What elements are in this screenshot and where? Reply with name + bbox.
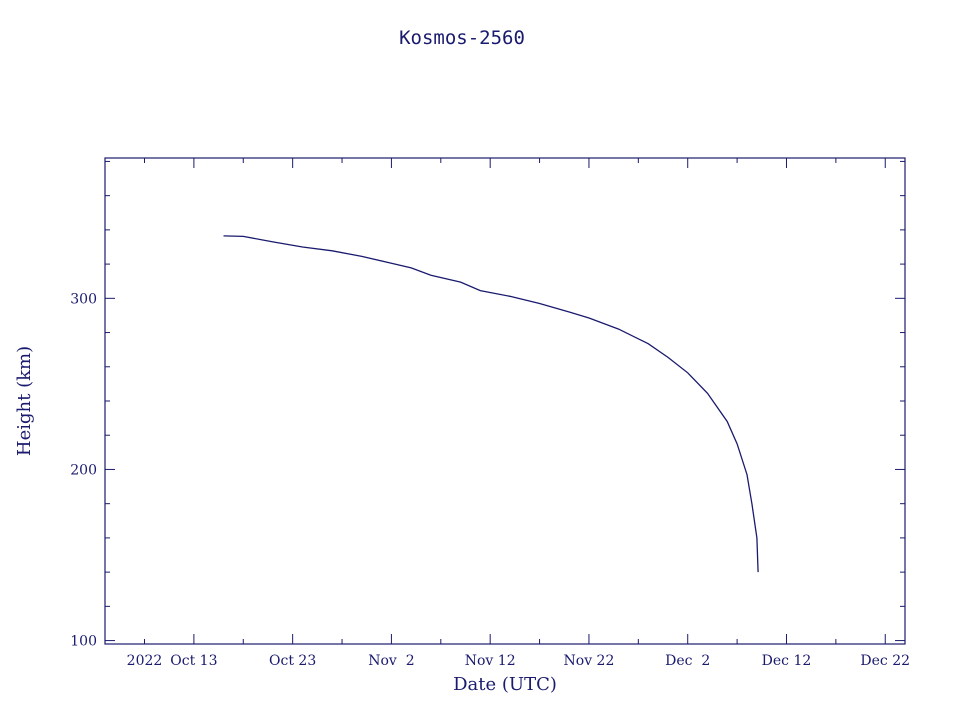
y-tick-label: 100 [70,634,97,650]
x-tick-label: Dec 22 [860,653,910,669]
x-tick-label: Nov 2 [368,653,414,669]
y-axis-label: Height (km) [14,346,35,456]
chart-title: Kosmos-2560 [399,27,525,49]
x-tick-label: Dec 2 [665,653,710,669]
x-tick-label: Nov 22 [564,653,615,669]
y-tick-label: 200 [70,462,97,478]
x-tick-label: 2022 [127,653,163,669]
x-axis-label: Date (UTC) [453,674,557,695]
plot-frame [104,157,906,645]
y-axis: 100 200 300 [70,160,905,650]
x-tick-label: Nov 12 [465,653,516,669]
x-tick-label: Oct 23 [269,653,316,669]
x-tick-label: Oct 13 [170,653,217,669]
x-axis: 2022 Oct 13 Oct 23 Nov 2 Nov 12 Nov 22 Dec 2 De… [127,158,910,669]
y-tick-label: 300 [70,291,97,307]
height-series-line [223,235,759,573]
x-tick-label: Dec 12 [762,653,812,669]
